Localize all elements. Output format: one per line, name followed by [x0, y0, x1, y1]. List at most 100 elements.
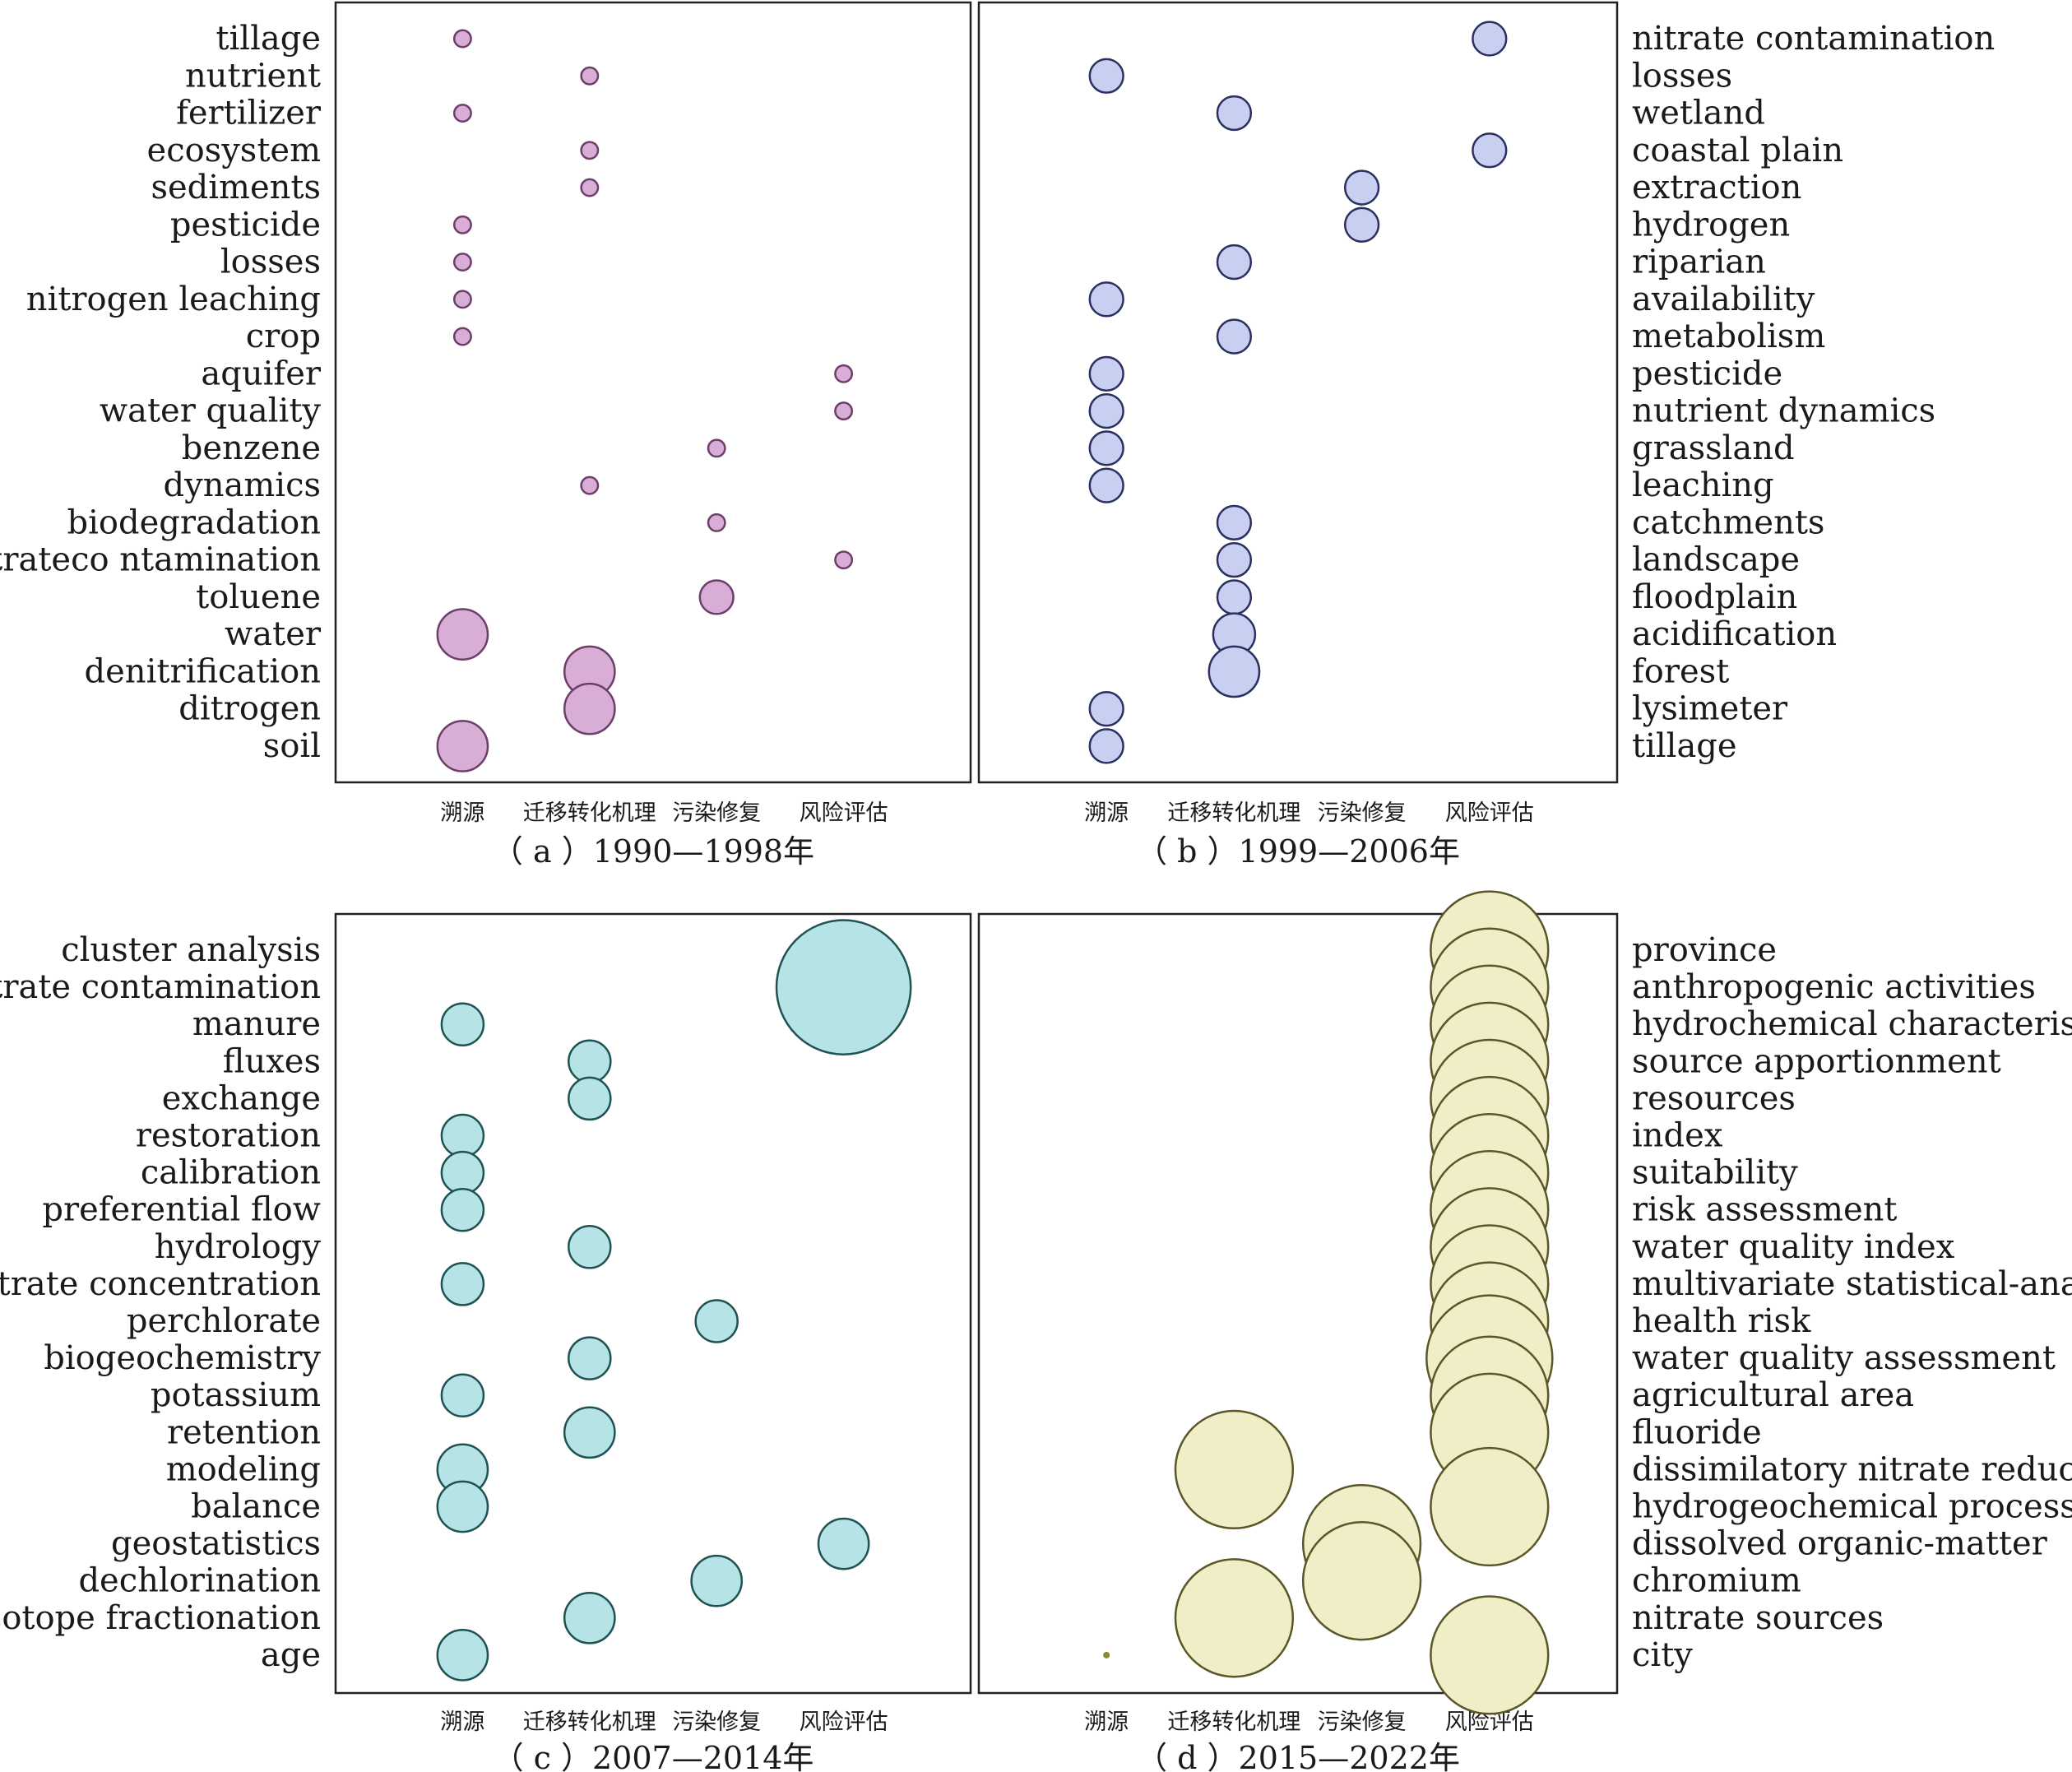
bubble-point [1088, 355, 1124, 392]
category-label: catchments [1632, 503, 1824, 541]
bubble-point [834, 364, 854, 383]
bubble-point [563, 1591, 616, 1644]
panel-caption: （ a ）1990—1998年 [492, 833, 814, 870]
bubble-point [452, 104, 472, 123]
category-label: water quality [100, 392, 322, 430]
bubble-point [452, 29, 472, 49]
bubble-point [698, 579, 735, 615]
bubble-point [452, 290, 472, 309]
x-tick-label: 迁移转化机理 [1167, 1709, 1300, 1735]
category-label: fluxes [223, 1042, 321, 1080]
bubble-point [1430, 1446, 1550, 1567]
category-label: tillage [216, 20, 321, 58]
category-label: city [1632, 1636, 1693, 1674]
bubble-point [440, 1262, 485, 1306]
category-label: coastal plain [1632, 132, 1843, 169]
bubble-point [775, 919, 912, 1055]
category-label: hydrogeochemical processes [1632, 1488, 2072, 1526]
category-label: soil [263, 727, 321, 765]
category-label: hydrogen [1632, 206, 1790, 244]
category-label: exchange [162, 1079, 321, 1117]
category-label: nitrate concentration [0, 1265, 321, 1303]
bubble-point [436, 720, 489, 772]
bubble-point [1088, 58, 1124, 94]
bubble-point [817, 1517, 870, 1570]
category-label: losses [220, 244, 321, 281]
bubble-point-small [1103, 1651, 1110, 1658]
bubble-point [1088, 392, 1124, 429]
bubble-point [440, 1113, 485, 1158]
category-label: multivariate statistical-analysis [1632, 1265, 2072, 1303]
bubble-point [1472, 21, 1508, 57]
category-label: nitrate contamination [1632, 20, 1995, 58]
bubble-point [1343, 206, 1380, 243]
bubble-point [440, 1373, 485, 1417]
category-label: dynamics [164, 466, 321, 504]
bubble-point [690, 1554, 744, 1607]
category-label: water quality assessment [1632, 1339, 2056, 1377]
category-label: health risk [1632, 1302, 1811, 1340]
bubble-point [568, 1336, 612, 1380]
bubble-point [1216, 318, 1253, 355]
bubble-point [1216, 579, 1253, 615]
bubble-point [568, 1225, 612, 1269]
category-label: resources [1632, 1079, 1796, 1117]
bubble-point [563, 682, 616, 735]
category-label: losses [1632, 57, 1732, 95]
category-label: nitrate sources [1632, 1599, 1884, 1637]
bubble-point [1088, 430, 1124, 466]
category-label: pesticide [170, 206, 321, 244]
bubble-point [440, 1150, 485, 1195]
bubble-point [580, 66, 600, 86]
bubble-point [1174, 1409, 1295, 1530]
category-label: crop [246, 318, 321, 355]
bubble-point [1088, 691, 1124, 727]
bubble-point [568, 1039, 612, 1084]
bubble-point [568, 1076, 612, 1121]
bubble-point [452, 253, 472, 272]
panel-b: nitrate contaminationlosseswetlandcoasta… [977, 1, 1995, 870]
panel-caption: （ d ）2015—2022年 [1136, 1740, 1460, 1772]
x-tick-label: 溯源 [1084, 800, 1129, 826]
category-label: dissimilatory nitrate reduction [1632, 1450, 2072, 1488]
category-label: index [1632, 1117, 1723, 1155]
plot-frame [977, 1, 1619, 784]
bubble-point [440, 1187, 485, 1232]
category-label: manure [192, 1005, 321, 1043]
bubble-point [452, 215, 472, 234]
category-label: metabolism [1632, 318, 1825, 355]
plot-frame [977, 912, 1619, 1695]
category-label: modeling [166, 1450, 321, 1488]
bubble-point [1088, 467, 1124, 503]
bubble-point [580, 141, 600, 160]
category-label: province [1632, 931, 1777, 969]
category-label: retention [167, 1413, 321, 1451]
category-label: leaching [1632, 466, 1774, 504]
category-label: hydrology [155, 1228, 322, 1266]
category-label: geostatistics [111, 1525, 321, 1563]
bubble-point [834, 401, 854, 421]
x-tick-label: 溯源 [1084, 1709, 1129, 1735]
bubble-point [1088, 728, 1124, 764]
category-label: calibration [141, 1154, 321, 1192]
category-label: perchlorate [127, 1302, 321, 1340]
bubble-point [1208, 645, 1261, 698]
bubble-point [1472, 132, 1508, 169]
bubble-point [1343, 169, 1380, 206]
bubble-point [707, 513, 726, 532]
category-label: chromium [1632, 1562, 1801, 1600]
bubble-point [1216, 244, 1253, 281]
category-label: floodplain [1632, 578, 1797, 616]
category-label: restoration [136, 1117, 321, 1155]
category-label: toluene [196, 578, 321, 616]
x-tick-label: 风险评估 [1445, 800, 1534, 826]
x-tick-label: 溯源 [440, 1709, 484, 1735]
category-label: biodegradation [67, 503, 322, 541]
category-label: agricultural area [1632, 1376, 1914, 1414]
bubble-point [436, 608, 489, 661]
plot-frame [334, 912, 972, 1695]
bubble-point [580, 178, 600, 197]
category-label: fertilizer [176, 95, 322, 132]
